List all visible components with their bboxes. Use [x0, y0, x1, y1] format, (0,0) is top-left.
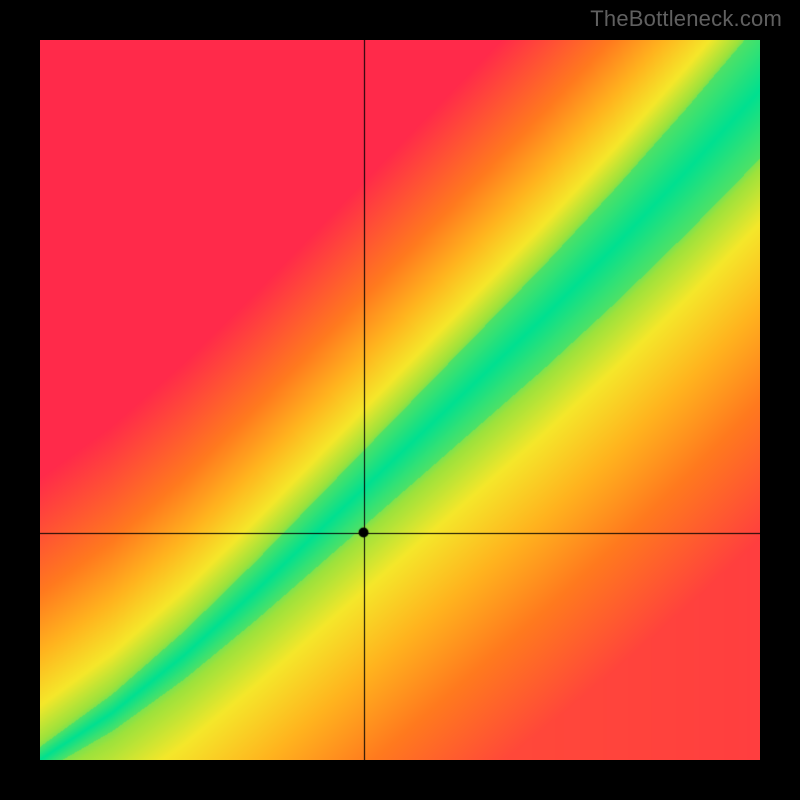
bottleneck-heatmap-canvas [40, 40, 760, 760]
plot-area [40, 40, 760, 760]
watermark-text: TheBottleneck.com [590, 6, 782, 32]
chart-container: TheBottleneck.com [0, 0, 800, 800]
